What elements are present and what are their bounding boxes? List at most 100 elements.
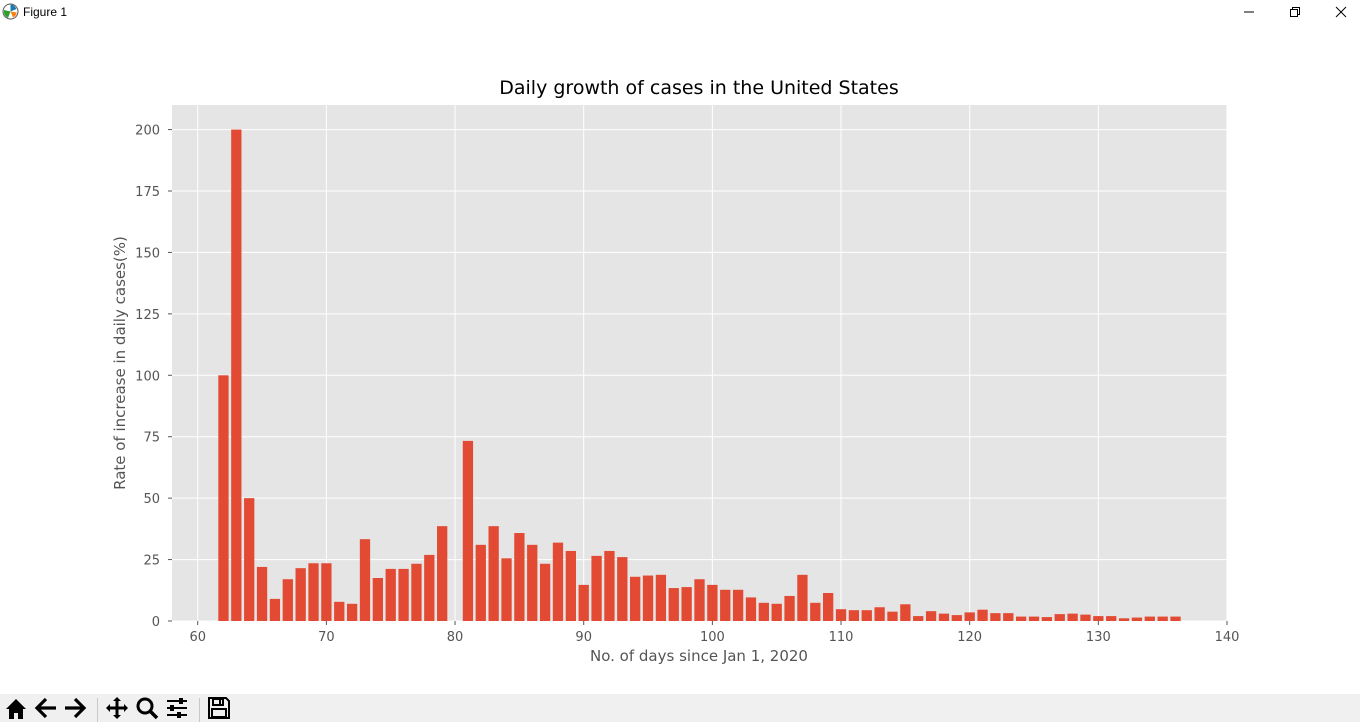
- bar: [411, 563, 422, 621]
- bar: [218, 375, 229, 621]
- bar: [231, 129, 242, 621]
- bar: [256, 566, 268, 621]
- bar: [437, 526, 448, 621]
- bar: [758, 602, 769, 621]
- subplots-config-button[interactable]: [164, 696, 190, 722]
- bar: [527, 544, 538, 621]
- restore-button[interactable]: [1272, 0, 1318, 24]
- bar: [1003, 613, 1014, 621]
- bar: [1118, 618, 1130, 621]
- bar: [951, 615, 962, 621]
- bar: [385, 568, 396, 621]
- figure-canvas: 60 70 80 90 100 110 120 130 140 0 25 50 75 100 125 150 1…: [0, 24, 1360, 694]
- bar: [578, 584, 589, 621]
- bar: [784, 595, 795, 621]
- bar: [244, 498, 255, 621]
- grid: [172, 105, 1228, 622]
- pan-button[interactable]: [104, 696, 130, 722]
- bars: [218, 129, 1181, 621]
- bar: [925, 611, 937, 621]
- bar: [642, 575, 654, 621]
- y-tick-label: 125: [135, 308, 160, 323]
- bar: [990, 613, 1001, 621]
- bar: [1080, 614, 1091, 621]
- bar: [462, 440, 474, 621]
- bar: [848, 610, 860, 621]
- chart-title: Daily growth of cases in the United Stat…: [499, 77, 898, 99]
- minimize-button[interactable]: [1226, 0, 1272, 24]
- ticks: 60 70 80 90 100 110 120 130 140 0 25 50 75 100 125 150 1…: [135, 124, 1239, 645]
- bar: [655, 574, 667, 621]
- x-tick-label: 70: [318, 630, 335, 645]
- bar: [501, 558, 512, 621]
- bar: [707, 584, 718, 621]
- bar: [668, 588, 679, 621]
- bar: [1067, 613, 1078, 621]
- bar: [887, 611, 898, 621]
- save-icon: [208, 697, 230, 719]
- bar: [604, 550, 615, 621]
- bar: [552, 542, 564, 621]
- pan-icon: [106, 697, 128, 719]
- bar: [964, 612, 975, 621]
- bar: [424, 554, 435, 621]
- x-tick-label: 80: [447, 630, 464, 645]
- bar: [1157, 616, 1168, 621]
- bar: [1016, 616, 1027, 621]
- bar: [720, 589, 731, 621]
- bar: [346, 603, 358, 621]
- plot-area: [172, 105, 1227, 621]
- back-button[interactable]: [33, 696, 59, 722]
- bar: [321, 563, 332, 621]
- bar: [488, 526, 499, 621]
- x-tick-label: 120: [957, 630, 982, 645]
- toolbar-separator: [97, 698, 98, 722]
- bar: [1054, 614, 1065, 621]
- bar: [810, 602, 821, 621]
- bar: [359, 539, 371, 621]
- matplotlib-icon: [2, 3, 19, 20]
- x-tick-label: 140: [1215, 630, 1240, 645]
- back-arrow-icon: [34, 697, 56, 719]
- y-tick-label: 100: [135, 369, 160, 384]
- bar: [475, 544, 486, 621]
- forward-button[interactable]: [62, 696, 88, 722]
- home-icon: [6, 699, 26, 719]
- bar: [1028, 616, 1040, 621]
- bar: [681, 587, 692, 621]
- bar: [874, 607, 885, 621]
- bar: [1144, 616, 1155, 621]
- bar: [861, 610, 872, 621]
- bar: [514, 533, 525, 621]
- close-button[interactable]: [1318, 0, 1360, 24]
- x-tick-label: 100: [700, 630, 725, 645]
- x-tick-label: 90: [575, 630, 592, 645]
- subplots-config-icon: [167, 698, 187, 718]
- bar: [977, 609, 988, 621]
- bar: [295, 568, 306, 621]
- zoom-icon: [136, 697, 159, 720]
- bar: [1106, 616, 1117, 621]
- bar: [835, 609, 847, 621]
- restore-icon: [1290, 7, 1300, 17]
- zoom-button[interactable]: [134, 696, 160, 722]
- axes-background: [172, 105, 1227, 621]
- bar: [732, 589, 744, 621]
- forward-arrow-icon: [65, 697, 87, 719]
- y-tick-label: 200: [135, 124, 160, 139]
- bar: [565, 550, 576, 621]
- x-axis-label: No. of days since Jan 1, 2020: [590, 647, 808, 665]
- x-tick-label: 110: [829, 630, 854, 645]
- toolbar-separator: [199, 698, 200, 722]
- minimize-icon: [1244, 11, 1254, 13]
- window-title: Figure 1: [23, 5, 68, 19]
- bar: [308, 563, 319, 621]
- home-button[interactable]: [3, 696, 29, 722]
- bar: [938, 613, 950, 621]
- bar: [900, 604, 911, 621]
- bar: [539, 563, 551, 621]
- save-button[interactable]: [206, 696, 232, 722]
- bar: [372, 578, 383, 621]
- bar: [1093, 616, 1104, 621]
- y-tick-label: 150: [135, 246, 160, 261]
